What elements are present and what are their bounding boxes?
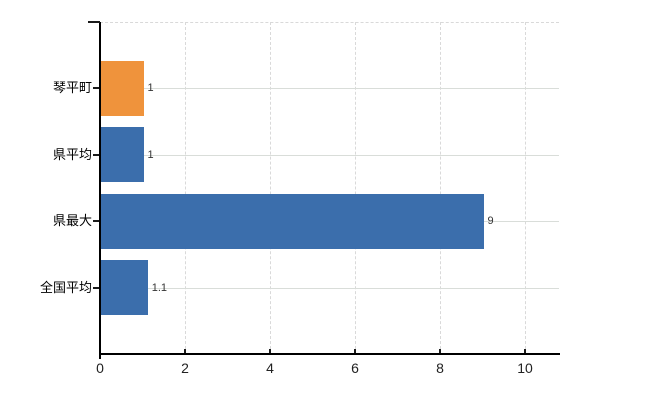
bar-2: [101, 127, 144, 183]
x-axis-tick: [269, 349, 271, 353]
x-axis-tick: [184, 349, 186, 353]
bar-value-label: 9: [487, 215, 494, 228]
vertical-gridline: [185, 22, 186, 354]
x-axis-tick: [439, 349, 441, 353]
y-axis-top-cap: [88, 21, 100, 23]
x-axis-line: [99, 353, 560, 355]
y-axis-category-label: 琴平町: [52, 80, 92, 96]
vertical-gridline: [355, 22, 356, 354]
vertical-gridline: [525, 22, 526, 354]
x-axis-tick-label: 2: [181, 360, 189, 376]
y-axis-category-label: 県平均: [52, 146, 92, 162]
y-axis-tick: [93, 286, 100, 289]
y-axis-category-label: 県最大: [52, 213, 92, 229]
x-axis-tick-label: 6: [351, 360, 359, 376]
y-axis-tick: [93, 87, 100, 90]
bar-value-label: 1: [147, 82, 154, 95]
y-axis-line: [99, 22, 101, 359]
bar-value-label: 1.1: [151, 281, 168, 294]
bar-value-label: 1: [147, 148, 154, 161]
plot-area-top-border: [100, 22, 559, 23]
x-axis-tick-label: 0: [96, 360, 104, 376]
vertical-gridline: [270, 22, 271, 354]
y-axis-category-label: 全国平均: [39, 279, 92, 295]
y-axis-tick: [93, 153, 100, 156]
bar-4: [101, 260, 148, 316]
bar-1: [101, 60, 144, 116]
horizontal-gridline: [100, 287, 559, 289]
horizontal-gridline: [100, 88, 559, 90]
vertical-gridline: [440, 22, 441, 354]
horizontal-gridline: [100, 154, 559, 156]
x-axis-tick-label: 8: [436, 360, 444, 376]
x-axis-tick-label: 4: [266, 360, 274, 376]
y-axis-tick: [93, 220, 100, 223]
x-axis-tick: [524, 349, 526, 353]
x-axis-tick: [354, 349, 356, 353]
x-axis-tick-label: 10: [517, 360, 533, 376]
bar-3: [101, 193, 484, 249]
